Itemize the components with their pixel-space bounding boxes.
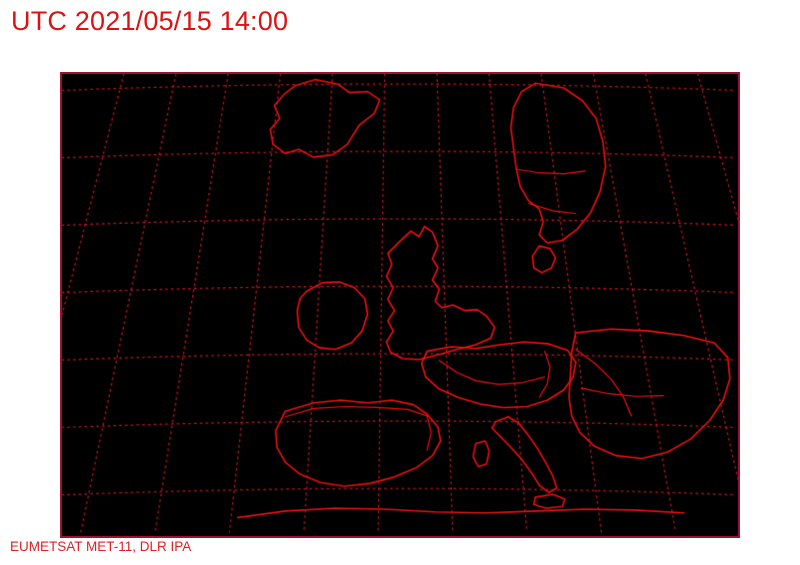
source-credit-label: EUMETSAT MET-11, DLR IPA [10, 539, 192, 554]
satellite-image [62, 74, 738, 536]
satellite-image-frame [60, 72, 740, 538]
timestamp-label: UTC 2021/05/15 14:00 [11, 6, 289, 36]
